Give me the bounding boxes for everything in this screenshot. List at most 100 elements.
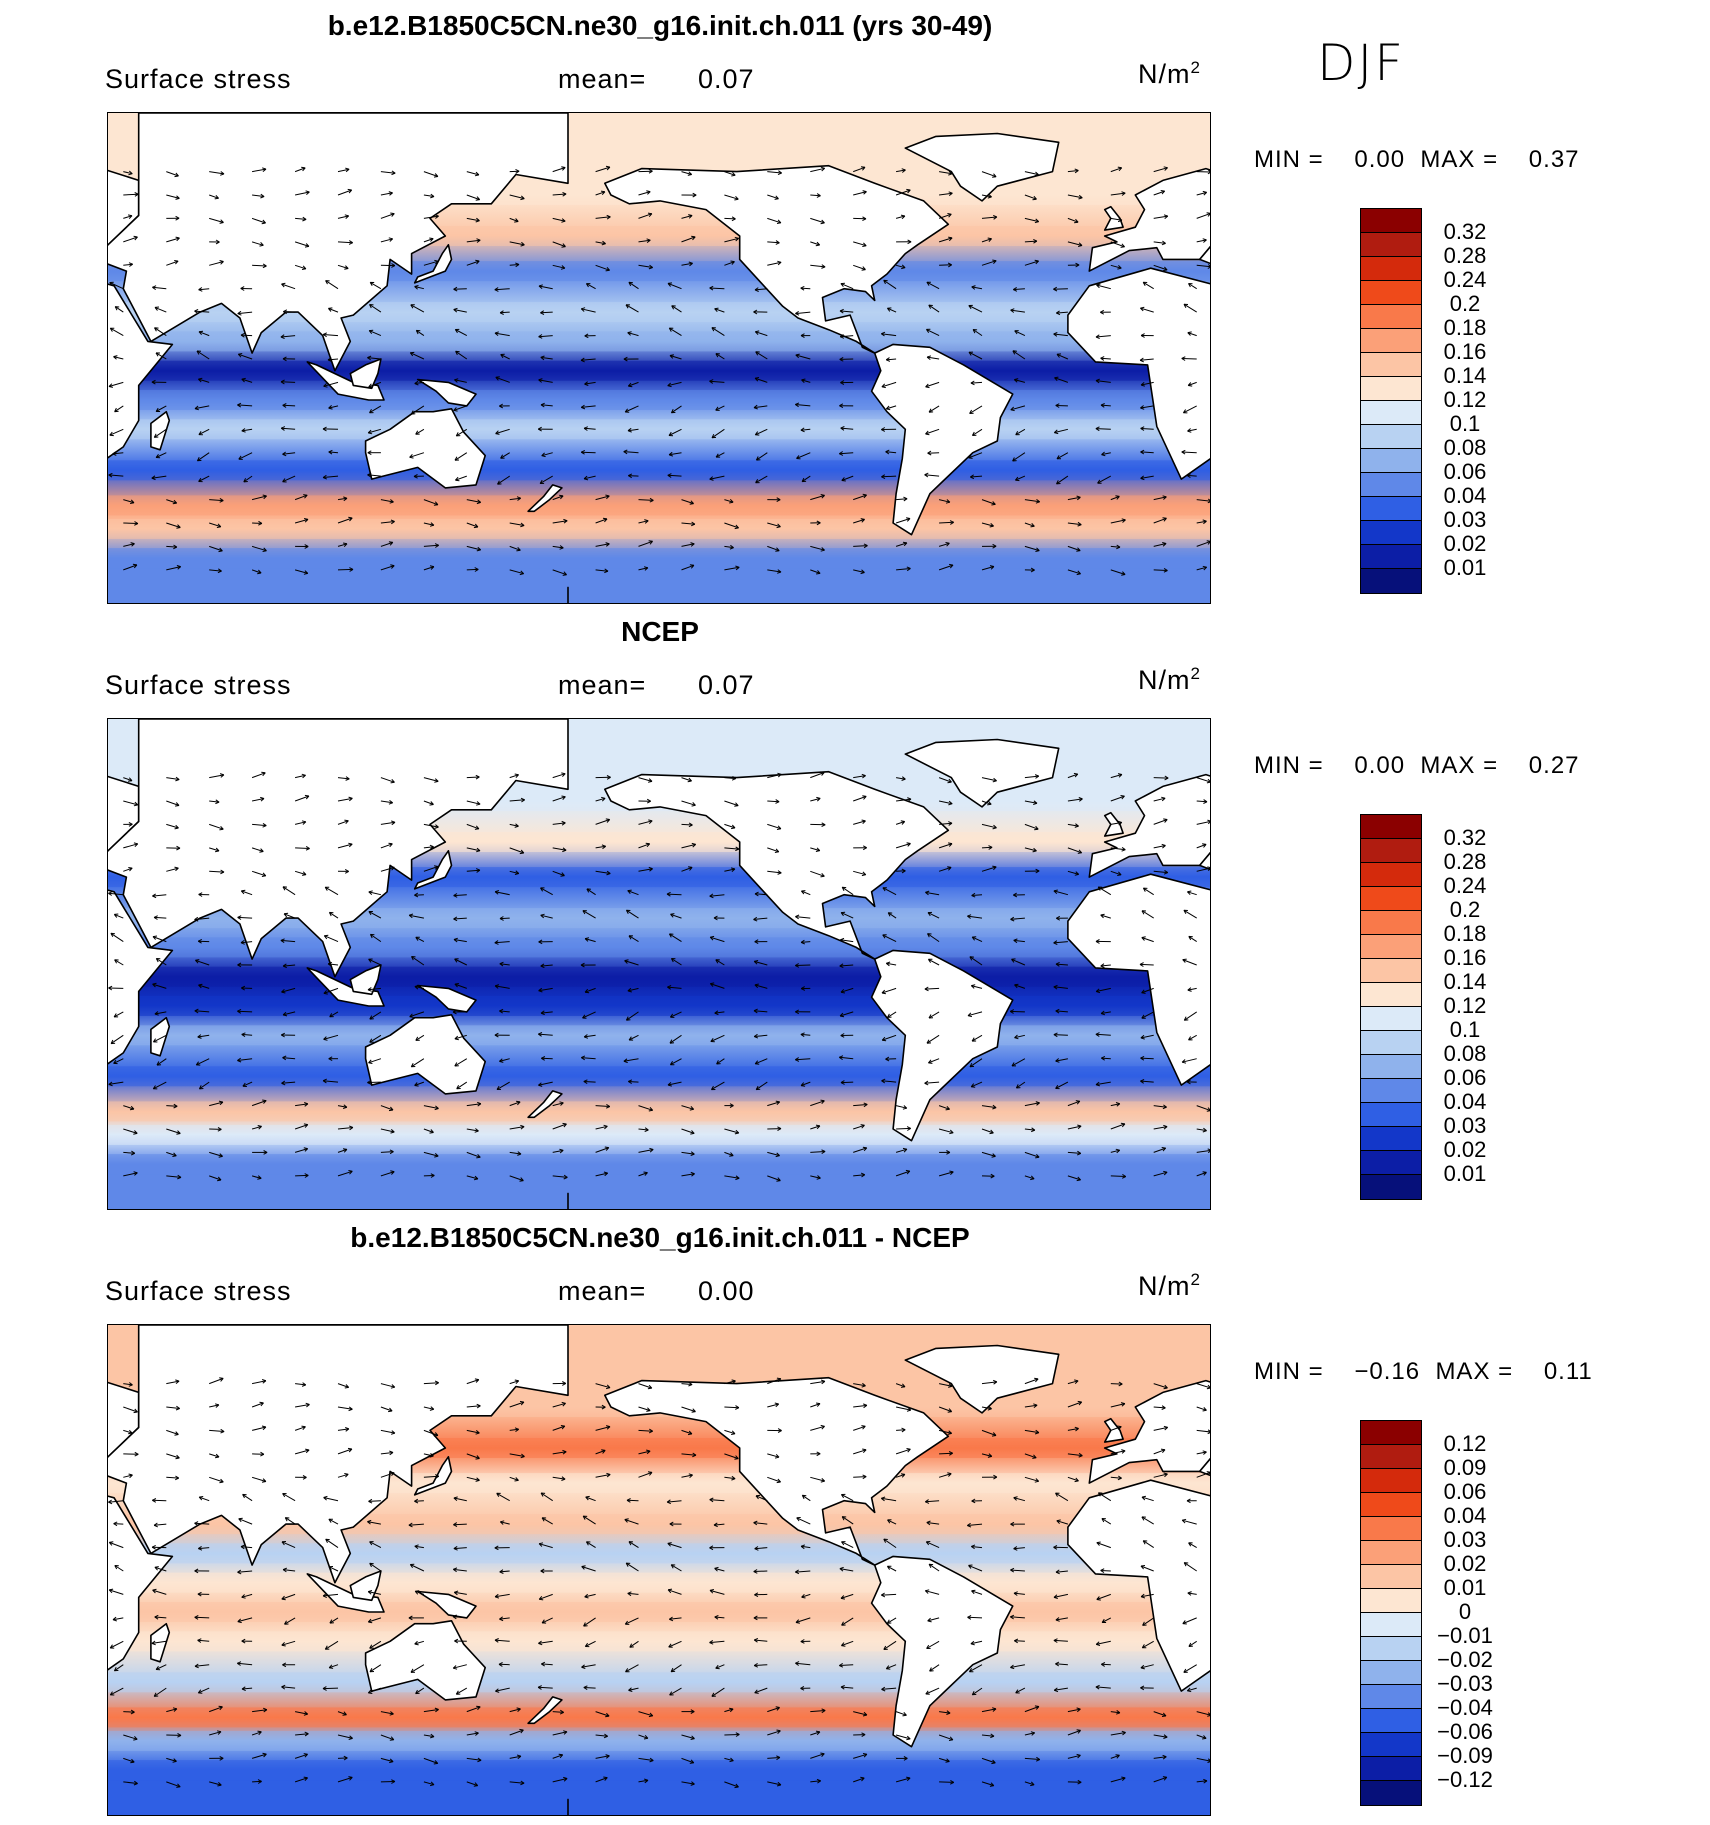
stress-arrowhead — [776, 825, 782, 830]
stress-arrow — [1054, 1687, 1068, 1691]
stress-arrowhead — [237, 353, 243, 358]
stress-arrow — [1067, 1125, 1082, 1130]
colorbar-swatch — [1361, 839, 1421, 863]
stress-arrowhead — [1034, 218, 1040, 224]
stress-arrowhead — [1162, 1104, 1167, 1110]
stress-arrow — [801, 379, 811, 383]
stress-arrow — [1141, 910, 1154, 919]
stress-arrow — [294, 1124, 308, 1130]
stress-arrowhead — [900, 1383, 906, 1388]
stress-arrow — [198, 331, 210, 337]
stress-arrow — [895, 1148, 908, 1153]
stress-arrowhead — [153, 1692, 159, 1697]
stress-arrowhead — [753, 960, 759, 965]
stress-arrow — [1053, 890, 1069, 896]
stress-arrowhead — [240, 332, 245, 338]
mean-label: mean= — [558, 1276, 647, 1306]
stress-arrowhead — [628, 935, 634, 940]
stress-arrowhead — [839, 1012, 845, 1018]
stress-arrowhead — [668, 1643, 673, 1648]
stress-arrow — [938, 1105, 950, 1110]
stress-arrowhead — [538, 1640, 543, 1646]
stress-arrowhead — [948, 1383, 953, 1388]
continent-africa — [1067, 267, 1210, 480]
stress-arrowhead — [198, 1496, 204, 1501]
stress-arrow — [939, 264, 952, 266]
stress-arrow — [509, 1101, 521, 1107]
stress-arrowhead — [197, 1689, 203, 1694]
stress-arrow — [1110, 1426, 1122, 1431]
stress-arrowhead — [514, 1427, 519, 1433]
stress-arrow — [1183, 909, 1197, 919]
stress-arrowhead — [411, 956, 416, 961]
stress-arrowhead — [195, 1061, 201, 1066]
stress-arrowhead — [452, 1614, 457, 1620]
stress-arrowhead — [860, 1172, 866, 1178]
field-band — [108, 1730, 1210, 1751]
stress-arrow — [714, 308, 725, 313]
stress-arrow — [1101, 1057, 1111, 1060]
stress-arrowhead — [173, 1103, 178, 1109]
stress-arrow — [810, 569, 821, 574]
stress-arrowhead — [495, 430, 500, 435]
stress-arrowhead — [303, 494, 308, 499]
stress-arrowhead — [667, 1542, 672, 1547]
stress-arrow — [581, 451, 596, 454]
stress-arrow — [671, 958, 682, 966]
stress-arrowhead — [776, 1177, 781, 1182]
stress-arrow — [926, 1640, 940, 1649]
stress-arrowhead — [494, 1545, 499, 1551]
stress-arrowhead — [863, 543, 868, 549]
stress-arrowhead — [241, 1686, 246, 1692]
stress-arrow — [810, 1780, 821, 1783]
stress-arrowhead — [967, 1012, 973, 1018]
colorbar-swatch — [1361, 1781, 1421, 1805]
stress-arrow — [895, 1777, 911, 1783]
stress-arrow — [251, 545, 267, 552]
stress-arrowhead — [410, 1063, 416, 1068]
stress-arrowhead — [928, 408, 934, 413]
stress-arrowhead — [1118, 1381, 1123, 1387]
stress-arrowhead — [329, 1013, 334, 1018]
continent-europe — [1088, 773, 1210, 878]
stress-arrowhead — [691, 521, 696, 527]
stress-arrow — [209, 1151, 223, 1157]
stress-arrow — [627, 987, 639, 992]
stress-arrowhead — [709, 1639, 714, 1645]
stress-arrowhead — [1163, 1472, 1168, 1478]
stress-arrowhead — [1181, 1518, 1187, 1524]
stress-arrow — [466, 1405, 481, 1408]
stress-arrowhead — [776, 219, 782, 224]
stress-arrow — [198, 288, 210, 291]
stress-arrow — [1153, 215, 1168, 219]
stress-arrow — [380, 565, 395, 571]
stress-arrow — [242, 1493, 253, 1502]
stress-arrowhead — [1078, 1452, 1083, 1458]
stress-arrowhead — [929, 1667, 934, 1672]
stress-arrow — [1196, 820, 1210, 825]
stress-arrowhead — [476, 847, 481, 853]
stress-arrowhead — [644, 519, 649, 524]
field-band — [108, 518, 1210, 539]
colorbar-level-label: 0.32 — [1443, 219, 1487, 244]
stress-arrowhead — [415, 430, 420, 435]
stress-arrow — [1101, 452, 1111, 456]
stress-arrowhead — [709, 1497, 714, 1503]
stress-arrow — [454, 1034, 467, 1040]
stress-arrow — [882, 887, 897, 896]
stress-arrowhead — [454, 1638, 459, 1644]
stress-arrowhead — [176, 1130, 181, 1135]
stress-arrowhead — [777, 870, 782, 875]
stress-arrowhead — [348, 1170, 353, 1175]
stress-arrowhead — [969, 409, 974, 414]
stress-vectors — [108, 165, 1210, 576]
stress-arrowhead — [429, 801, 434, 806]
stress-arrowhead — [174, 1431, 179, 1436]
stress-arrowhead — [688, 214, 693, 219]
stress-arrowhead — [753, 1662, 759, 1668]
stress-arrowhead — [987, 800, 992, 806]
stress-arrow — [496, 1492, 510, 1502]
stress-arrowhead — [561, 795, 566, 800]
stress-arrowhead — [1161, 240, 1166, 246]
stress-arrowhead — [473, 523, 479, 529]
